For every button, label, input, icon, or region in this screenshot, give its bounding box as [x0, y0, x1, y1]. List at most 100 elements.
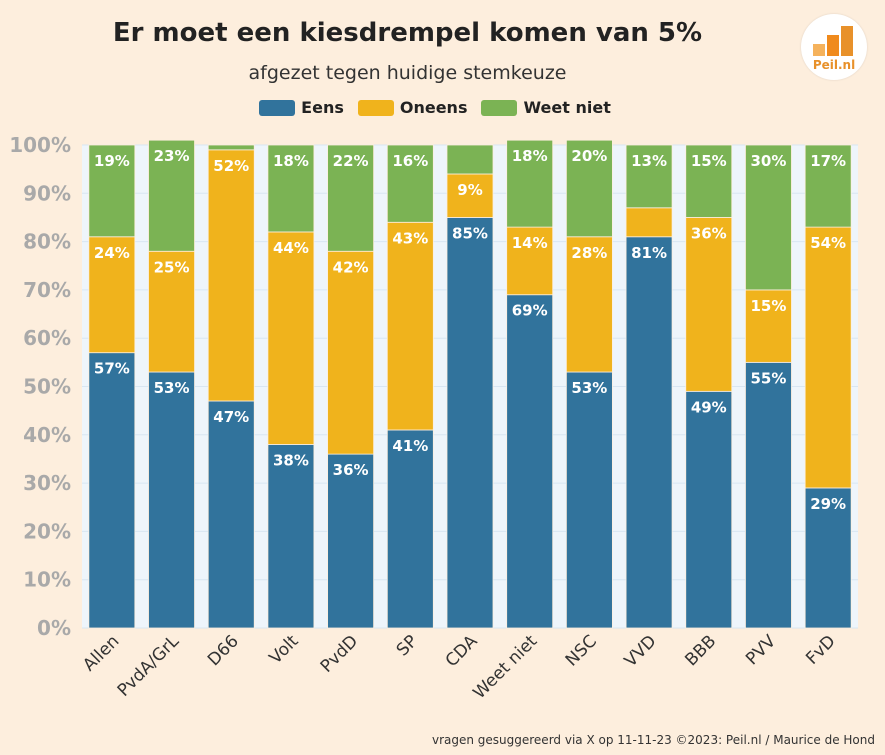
bar-segment — [506, 139, 554, 228]
y-tick-label: 100% — [9, 133, 71, 157]
x-tick-label: Allen — [79, 631, 123, 675]
data-label: 15% — [751, 297, 787, 315]
bar-segment — [506, 294, 554, 629]
x-tick-label: FvD — [802, 631, 839, 668]
bar-segment — [207, 400, 255, 629]
bar-segment — [327, 250, 375, 455]
logo-bar-2 — [827, 35, 839, 56]
y-tick-label: 10% — [23, 568, 71, 592]
bar-segment — [207, 144, 255, 151]
data-label: 23% — [154, 147, 190, 165]
x-tick-label: PVV — [742, 631, 780, 669]
legend-label-weet-niet: Weet niet — [523, 98, 611, 117]
y-tick-label: 80% — [23, 230, 71, 254]
bar-segment — [625, 236, 673, 629]
data-label: 69% — [512, 302, 548, 320]
logo-bar-1 — [813, 44, 825, 56]
bar-segment — [625, 144, 673, 209]
bar-segment — [804, 487, 852, 629]
y-tick-label: 70% — [23, 278, 71, 302]
bar-segment — [804, 144, 852, 228]
data-label: 53% — [571, 379, 607, 397]
bar-segment — [565, 139, 613, 238]
data-label: 19% — [94, 152, 130, 170]
y-tick-label: 20% — [23, 519, 71, 543]
bar-segment — [148, 371, 195, 629]
data-label: 54% — [810, 234, 846, 252]
bar-segment — [267, 444, 315, 629]
data-label: 47% — [213, 408, 249, 426]
bar-segment — [386, 221, 434, 431]
data-label: 52% — [213, 157, 249, 175]
y-tick-label: 30% — [23, 471, 71, 495]
x-tick-label: CDA — [442, 631, 482, 671]
bar-segment — [267, 231, 315, 445]
y-tick-label: 50% — [23, 375, 71, 399]
data-label: 41% — [392, 437, 428, 455]
legend-item-weet-niet: Weet niet — [481, 98, 611, 117]
chart-subtitle: afgezet tegen huidige stemkeuze — [248, 62, 567, 84]
bar-segment — [804, 226, 852, 489]
legend-swatch-oneens — [357, 99, 394, 116]
bar-segment — [207, 149, 255, 402]
bar-segment — [745, 144, 792, 291]
x-tick-label: Weet niet — [470, 631, 542, 703]
data-label: 55% — [751, 369, 787, 387]
bar-segment — [386, 144, 434, 223]
bar-segment — [446, 144, 494, 175]
data-label: 16% — [392, 152, 428, 170]
data-label: 25% — [154, 258, 190, 276]
bar-segment — [745, 361, 792, 629]
legend-swatch-weet-niet — [481, 99, 518, 116]
data-label: 15% — [691, 152, 727, 170]
x-tick-label: Volt — [266, 631, 303, 668]
bar-segment — [565, 371, 613, 629]
data-label: 24% — [94, 244, 130, 262]
legend-swatch-eens — [259, 99, 296, 116]
data-label: 30% — [751, 152, 787, 170]
bar-segment — [386, 429, 434, 629]
data-label: 85% — [452, 224, 488, 242]
data-label: 9% — [457, 181, 482, 199]
data-label: 18% — [273, 152, 309, 170]
data-label: 49% — [691, 398, 727, 416]
bar-segment — [327, 144, 375, 252]
y-tick-label: 40% — [23, 423, 71, 447]
bar-segment — [267, 144, 315, 233]
data-label: 36% — [691, 224, 727, 242]
x-tick-label: VVD — [621, 631, 661, 671]
bar-segment — [88, 144, 136, 238]
bar-segment — [88, 352, 136, 629]
bar-segment — [625, 207, 673, 238]
data-label: 13% — [631, 152, 667, 170]
footer-credit: vragen gesuggereerd via X op 11-11-23 ©2… — [431, 733, 875, 747]
bar-segment — [148, 250, 195, 373]
data-label: 18% — [512, 147, 548, 165]
bar-segment — [88, 236, 136, 354]
legend: Eens Oneens Weet niet — [0, 98, 870, 117]
data-label: 57% — [94, 360, 130, 378]
bar-segment — [685, 144, 733, 218]
data-label: 42% — [333, 258, 369, 276]
y-tick-label: 90% — [23, 181, 71, 205]
stacked-bar-chart: 0% 10% 20% 30% 40% 50% 60% 70% 80% 90% 100% 57% 24% 1… — [9, 133, 858, 703]
logo-bars-icon — [813, 26, 855, 56]
bar-segment — [685, 217, 733, 392]
data-label: 38% — [273, 451, 309, 469]
bar-segment — [685, 390, 733, 629]
x-tick-label: PvdA/GrL — [114, 631, 184, 701]
x-tick-label: BBB — [681, 631, 720, 670]
x-tick-label: D66 — [204, 631, 243, 670]
data-label: 36% — [333, 461, 369, 479]
bar-segment — [565, 236, 613, 373]
chart-title: Er moet een kiesdrempel komen van 5% — [112, 18, 703, 48]
x-tick-label: NSC — [562, 631, 601, 670]
data-label: 22% — [333, 152, 369, 170]
logo-text: Peil.nl — [812, 58, 856, 72]
data-label: 17% — [810, 152, 846, 170]
data-label: 81% — [631, 244, 667, 262]
data-label: 28% — [571, 244, 607, 262]
bar-segment — [327, 453, 375, 629]
y-tick-label: 60% — [23, 326, 71, 350]
bar-segment — [446, 217, 494, 629]
